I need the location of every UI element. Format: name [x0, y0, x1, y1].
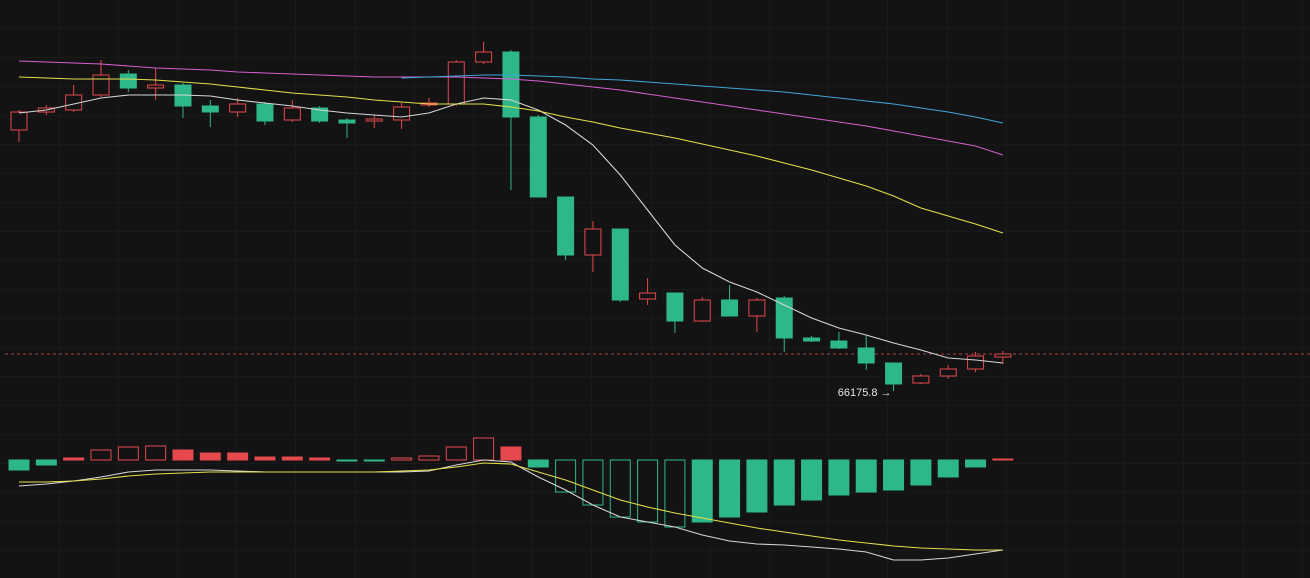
candle-body	[447, 61, 465, 105]
macd-bar	[500, 446, 522, 461]
candle-body	[857, 347, 875, 364]
macd-bar	[90, 449, 112, 461]
candle-body	[393, 106, 411, 121]
candle-body	[639, 292, 657, 300]
macd-bar	[281, 456, 303, 461]
candle-body	[885, 362, 903, 385]
macd-bar	[227, 452, 249, 461]
candle-body	[229, 103, 247, 113]
candle-body	[201, 105, 219, 113]
candle-body	[748, 299, 766, 317]
macd-bar	[746, 459, 768, 513]
indicator-line	[18, 94, 1003, 364]
candle-body	[475, 51, 493, 63]
candle-body	[256, 103, 274, 122]
macd-bar	[609, 459, 631, 518]
low-annotation: 66175.8 →	[838, 387, 892, 399]
candle-body	[119, 73, 137, 89]
macd-bar	[336, 459, 358, 462]
macd-bar	[691, 459, 713, 523]
macd-bar	[391, 457, 413, 461]
candle-body	[693, 299, 711, 322]
indicator-line	[19, 462, 1003, 551]
candle-body	[283, 107, 301, 121]
candle-body	[939, 368, 957, 377]
candle-body	[92, 74, 110, 96]
macd-bar	[445, 446, 467, 461]
macd-bar	[664, 459, 686, 528]
candle-body	[365, 118, 383, 122]
macd-bar	[801, 459, 823, 501]
macd-bar	[965, 459, 987, 468]
macd-bar	[527, 459, 549, 468]
macd-bar	[309, 457, 331, 461]
macd-bar	[719, 459, 741, 518]
candle-body	[994, 353, 1012, 358]
candle-body	[830, 340, 848, 349]
macd-bar	[35, 459, 57, 466]
candle-body	[775, 297, 793, 339]
indicator-line	[401, 74, 1004, 124]
candle-body	[529, 116, 547, 198]
macd-bar	[145, 445, 167, 461]
macd-bar	[855, 459, 877, 493]
candle-body	[10, 111, 28, 131]
candle-body	[584, 228, 602, 256]
candle-body	[611, 228, 629, 301]
indicator-line	[18, 60, 1004, 156]
candle-body	[721, 299, 739, 317]
macd-bar	[473, 437, 495, 461]
macd-bar	[937, 459, 959, 478]
macd-bar	[992, 458, 1014, 461]
macd-bar	[8, 459, 30, 471]
macd-bar	[363, 459, 385, 462]
macd-bar	[910, 459, 932, 486]
candle-body	[147, 84, 165, 89]
indicator-line	[18, 76, 1004, 234]
macd-bar	[828, 459, 850, 496]
macd-bar	[883, 459, 905, 491]
macd-bar	[418, 455, 440, 461]
indicator-line	[18, 459, 1003, 561]
macd-bar	[254, 456, 276, 461]
candle-body	[311, 107, 329, 122]
candle-body	[557, 196, 575, 256]
macd-bar	[773, 459, 795, 506]
macd-bar	[199, 452, 221, 461]
macd-bar	[172, 449, 194, 461]
macd-bar	[555, 459, 577, 493]
macd-bar	[582, 459, 604, 506]
candle-body	[666, 292, 684, 322]
macd-bar	[63, 457, 85, 461]
candle-body	[803, 337, 821, 342]
candle-body	[912, 375, 930, 384]
candle-body	[338, 119, 356, 124]
macd-bar	[117, 446, 139, 461]
candle-body	[502, 51, 520, 118]
macd-bar	[637, 459, 659, 523]
candle-body	[967, 355, 985, 370]
